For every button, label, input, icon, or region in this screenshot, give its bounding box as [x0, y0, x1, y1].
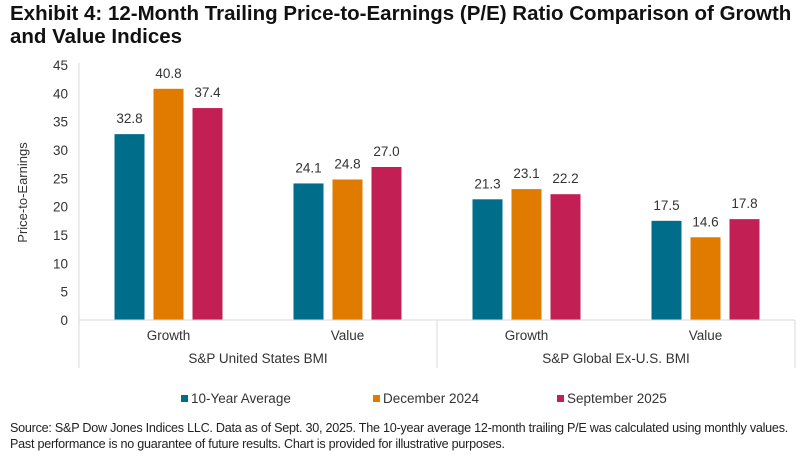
bar — [511, 189, 542, 320]
legend-label: September 2025 — [567, 391, 667, 406]
bar — [332, 179, 363, 320]
y-axis-title: Price-to-Earnings — [15, 142, 30, 243]
bar-chart: 0 5 10 15 20 25 30 35 40 45 Price-to-Earnings 32.8… — [15, 58, 796, 368]
y-tick-label: 45 — [53, 58, 68, 73]
chart-title: Exhibit 4: 12-Month Trailing Price-to-Ea… — [10, 2, 792, 48]
y-tick-label: 20 — [53, 200, 68, 215]
y-tick-label: 30 — [53, 143, 68, 158]
y-tick-label: 25 — [53, 171, 68, 186]
data-label: 21.3 — [474, 176, 500, 191]
legend-swatch — [557, 395, 564, 402]
data-label: 27.0 — [373, 144, 399, 159]
legend-label: December 2024 — [383, 391, 480, 406]
x-category-label: Growth — [147, 328, 191, 343]
x-category-label: Growth — [505, 328, 549, 343]
bar — [729, 219, 760, 320]
bar — [550, 194, 581, 320]
y-tick-label: 5 — [60, 285, 68, 300]
data-label: 40.8 — [155, 66, 181, 81]
x-category-label: Value — [689, 328, 723, 343]
y-tick-label: 40 — [53, 86, 68, 101]
data-label: 22.2 — [552, 171, 578, 186]
bars: 32.8 40.8 37.4 24.1 24.8 27.0 21.3 23.1 22.2 17.5… — [114, 66, 760, 320]
bar — [153, 88, 184, 320]
x-group-label: S&P United States BMI — [188, 351, 327, 366]
x-category-label: Value — [331, 328, 365, 343]
x-group-label: S&P Global Ex-U.S. BMI — [542, 351, 690, 366]
bar — [651, 220, 682, 320]
legend-item: September 2025 — [557, 391, 667, 406]
data-label: 37.4 — [194, 85, 221, 100]
y-tick-label: 35 — [53, 115, 68, 130]
legend-swatch — [181, 395, 188, 402]
data-label: 32.8 — [116, 111, 142, 126]
data-label: 14.6 — [692, 214, 718, 229]
y-tick-label: 15 — [53, 228, 68, 243]
source-note: Source: S&P Dow Jones Indices LLC. Data … — [10, 421, 788, 451]
data-label: 17.5 — [653, 198, 679, 213]
bar — [690, 237, 721, 320]
bar — [293, 183, 324, 320]
data-label: 23.1 — [513, 166, 539, 181]
bar — [192, 108, 223, 320]
legend-label: 10-Year Average — [191, 391, 291, 406]
bar — [371, 167, 402, 320]
legend: 10-Year Average December 2024 September 20… — [0, 391, 801, 407]
legend-item: December 2024 — [373, 391, 479, 406]
bar — [472, 199, 503, 320]
legend-item: 10-Year Average — [181, 391, 291, 406]
y-tick-label: 10 — [53, 256, 68, 271]
y-tick-label: 0 — [60, 313, 68, 328]
y-axis: 0 5 10 15 20 25 30 35 40 45 Price-to-Earnings — [15, 58, 80, 328]
x-axis: Growth Value S&P United States BMI Growth Va… — [78, 319, 796, 368]
data-label: 24.8 — [334, 156, 360, 171]
legend-swatch — [373, 395, 380, 402]
bar — [114, 134, 145, 320]
data-label: 17.8 — [731, 196, 757, 211]
data-label: 24.1 — [295, 160, 321, 175]
